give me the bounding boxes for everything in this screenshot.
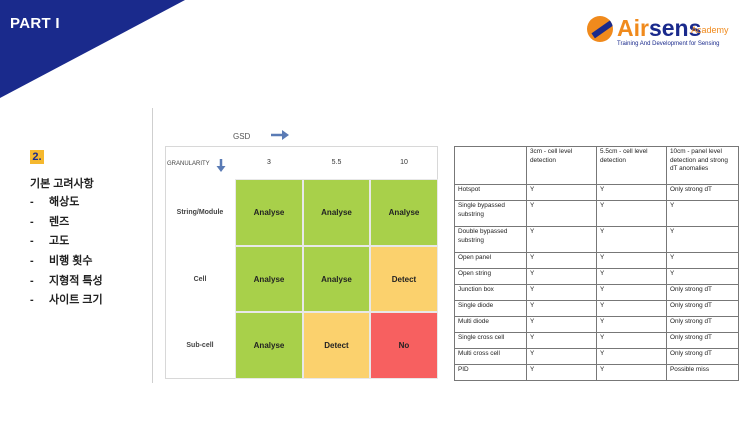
table-cell: Open string bbox=[454, 268, 527, 285]
table-cell: Y bbox=[596, 300, 667, 317]
table-cell: Y bbox=[596, 268, 667, 285]
table-header bbox=[454, 146, 527, 185]
table-row: Hotspot Y Y Only strong dT bbox=[454, 184, 739, 201]
table-cell: Y bbox=[526, 184, 597, 201]
table-row: Open panel Y Y Y bbox=[454, 252, 739, 269]
row-label-string-module: String/Module bbox=[176, 209, 224, 216]
table-cell: Multi diode bbox=[454, 316, 527, 333]
table-cell: Y bbox=[526, 364, 597, 381]
column-header-gsd-10: 10 bbox=[400, 159, 408, 166]
table-row: Single diode Y Y Only strong dT bbox=[454, 300, 739, 317]
table-cell: Only strong dT bbox=[666, 284, 739, 301]
table-cell: Junction box bbox=[454, 284, 527, 301]
table-cell: PID bbox=[454, 364, 527, 381]
section-title: 기본 고려사항 bbox=[30, 178, 94, 190]
granularity-label: GRANULARITY bbox=[167, 161, 210, 167]
granularity-gsd-matrix: GRANULARITY 3 5.5 10 String/Module Cell … bbox=[165, 146, 438, 379]
table-cell: Y bbox=[596, 226, 667, 253]
table-cell: Y bbox=[526, 316, 597, 333]
arrow-down-icon bbox=[216, 159, 226, 172]
table-row: Multi diode Y Y Only strong dT bbox=[454, 316, 739, 333]
considerations-list: - 해상도 - 렌즈 - 고도 - 비행 횟수 - 지형적 특성 - 사이트 크기 bbox=[30, 193, 103, 311]
table-cell: Only strong dT bbox=[666, 300, 739, 317]
table-row: Single bypassed substring Y Y Y bbox=[454, 200, 739, 227]
table-row: Open string Y Y Y bbox=[454, 268, 739, 285]
matrix-cell: Analyse bbox=[370, 179, 438, 246]
matrix-cell: No bbox=[370, 312, 438, 379]
table-cell: Only strong dT bbox=[666, 316, 739, 333]
table-cell: Y bbox=[526, 284, 597, 301]
divider-line bbox=[152, 108, 153, 383]
table-cell: Y bbox=[596, 332, 667, 349]
table-cell: Y bbox=[596, 184, 667, 201]
table-cell: Y bbox=[596, 252, 667, 269]
table-row: Single cross cell Y Y Only strong dT bbox=[454, 332, 739, 349]
matrix-cell: Analyse bbox=[235, 246, 303, 312]
logo-mark-icon bbox=[587, 16, 613, 42]
matrix-cell: Analyse bbox=[303, 179, 370, 246]
part-title: PART I bbox=[10, 15, 60, 32]
corner-banner bbox=[0, 0, 185, 98]
table-cell: Multi cross cell bbox=[454, 348, 527, 365]
table-cell: Only strong dT bbox=[666, 332, 739, 349]
matrix-cell: Analyse bbox=[303, 246, 370, 312]
list-item: - 비행 횟수 bbox=[30, 255, 93, 268]
detection-capability-table: 3cm - cell level detection 5.5cm - cell … bbox=[454, 146, 739, 381]
column-header-gsd-5-5: 5.5 bbox=[331, 159, 342, 166]
table-cell: Y bbox=[666, 252, 739, 269]
matrix-cell: Analyse bbox=[235, 179, 303, 246]
matrix-cell: Detect bbox=[370, 246, 438, 312]
table-cell: Y bbox=[526, 332, 597, 349]
table-header-row: 3cm - cell level detection 5.5cm - cell … bbox=[454, 146, 739, 185]
table-cell: Y bbox=[666, 200, 739, 227]
table-cell: Y bbox=[596, 364, 667, 381]
table-header: 3cm - cell level detection bbox=[526, 146, 597, 185]
row-label-sub-cell: Sub-cell bbox=[186, 342, 214, 349]
table-cell: Y bbox=[526, 252, 597, 269]
gsd-label: GSD bbox=[233, 132, 251, 141]
table-cell: Possible miss bbox=[666, 364, 739, 381]
table-cell: Y bbox=[526, 300, 597, 317]
table-cell: Single diode bbox=[454, 300, 527, 317]
arrow-right-icon bbox=[271, 130, 289, 140]
table-row: PID Y Y Possible miss bbox=[454, 364, 739, 381]
table-cell: Y bbox=[596, 284, 667, 301]
table-cell: Hotspot bbox=[454, 184, 527, 201]
table-cell: Only strong dT bbox=[666, 348, 739, 365]
list-item: - 해상도 bbox=[30, 196, 80, 208]
list-item: - 지형적 특성 bbox=[30, 274, 103, 287]
table-cell: Y bbox=[526, 226, 597, 253]
logo-wordmark: Airsens bbox=[617, 15, 702, 41]
table-row: Junction box Y Y Only strong dT bbox=[454, 284, 739, 301]
list-item: - 사이트 크기 bbox=[30, 294, 103, 307]
table-cell: Y bbox=[596, 200, 667, 227]
table-cell: Single cross cell bbox=[454, 332, 527, 349]
list-item: - 고도 bbox=[30, 235, 70, 248]
table-cell: Single bypassed substring bbox=[454, 200, 527, 227]
logo-academy-label: Academy bbox=[691, 25, 729, 35]
table-cell: Y bbox=[666, 226, 739, 253]
table-cell: Y bbox=[666, 268, 739, 285]
table-cell: Open panel bbox=[454, 252, 527, 269]
airsens-logo: Airsens Academy Training And Development… bbox=[585, 14, 745, 54]
section-number-badge: 2. bbox=[30, 150, 44, 164]
table-header: 5.5cm - cell level detection bbox=[596, 146, 667, 185]
matrix-cell: Detect bbox=[303, 312, 370, 379]
table-cell: Only strong dT bbox=[666, 184, 739, 201]
list-item: - 렌즈 bbox=[30, 215, 70, 228]
table-header: 10cm - panel level detection and strong … bbox=[666, 146, 739, 185]
table-cell: Y bbox=[526, 348, 597, 365]
row-label-cell: Cell bbox=[193, 275, 207, 283]
table-row: Double bypassed substring Y Y Y bbox=[454, 226, 739, 253]
table-row: Multi cross cell Y Y Only strong dT bbox=[454, 348, 739, 365]
matrix-cell: Analyse bbox=[235, 312, 303, 379]
column-header-gsd-3: 3 bbox=[267, 159, 271, 166]
logo-tagline: Training And Development for Sensing bbox=[617, 41, 720, 47]
table-cell: Double bypassed substring bbox=[454, 226, 527, 253]
table-cell: Y bbox=[526, 268, 597, 285]
table-cell: Y bbox=[596, 316, 667, 333]
table-cell: Y bbox=[596, 348, 667, 365]
table-cell: Y bbox=[526, 200, 597, 227]
